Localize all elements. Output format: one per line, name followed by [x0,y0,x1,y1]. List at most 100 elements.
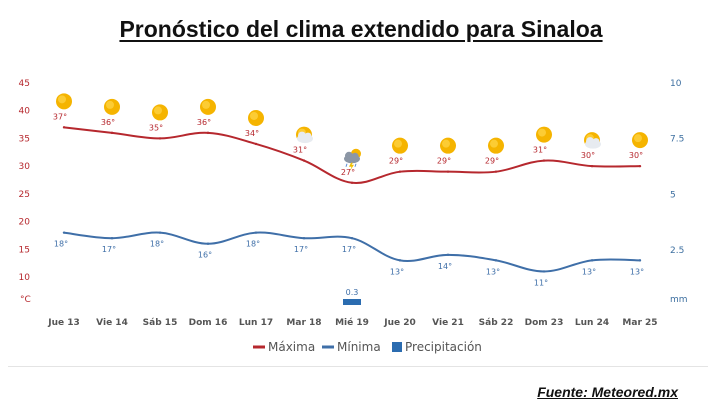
sun-icon [248,109,264,126]
maxima-point [446,170,450,173]
weather-icons [56,93,648,171]
maxima-label: 31° [533,146,547,155]
legend-label: Mínima [337,340,381,354]
y-left-tick: 30 [19,162,31,172]
maxima-label: 27° [341,168,355,177]
legend: Máxima Mínima Precipitación [253,340,482,354]
maxima-label: 30° [629,151,643,160]
sun-icon [56,93,72,110]
precipitation-bar [343,299,361,305]
data-labels: 37° 36° 35° 36° 34° 31° 27° 29° 29° 29° 31° 30° 30° 1… [53,112,644,297]
x-tick-label: Lun 17 [239,318,273,328]
sun-icon [488,137,504,154]
maxima-point [350,181,354,184]
minima-label: 18° [54,240,68,249]
minima-label: 13° [486,267,500,276]
legend-label: Máxima [268,340,315,354]
y-left-tick: 25 [19,190,30,200]
x-tick-label: Jue 20 [383,318,416,328]
minima-label: 11° [534,278,548,287]
y-left-tick: 40 [19,107,31,117]
sun-icon [200,98,216,115]
x-tick-label: Vie 14 [96,318,128,328]
sun-icon [392,137,408,154]
maxima-point [590,164,594,168]
x-tick-label: Mié 19 [335,317,369,328]
maxima-label: 29° [437,157,451,166]
x-tick-label: Vie 21 [432,318,464,328]
minima-point [302,237,306,240]
minima-label: 18° [150,240,164,249]
maxima-label: 36° [101,118,115,127]
maxima-label: 34° [245,129,259,138]
maxima-point [62,126,66,129]
maxima-label: 29° [389,157,403,166]
minima-point [110,237,114,240]
minima-label: 13° [630,267,644,276]
maxima-label: 37° [53,112,67,121]
maxima-point [206,131,210,135]
minima-label: 13° [582,267,596,276]
maxima-point [254,142,258,146]
x-tick-label: Mar 25 [622,318,657,328]
sun-icon [632,132,648,149]
partly-cloudy-icon [584,132,601,149]
separator [8,366,708,367]
maxima-point [494,170,498,173]
x-tick-label: Mar 18 [286,318,321,328]
minima-point [494,259,498,262]
minima-label: 14° [438,262,452,271]
maxima-label: 31° [293,146,307,155]
series-lines [62,126,642,305]
maxima-point [542,159,546,162]
x-tick-label: Sáb 22 [479,318,514,328]
minima-point [206,242,210,245]
left-axis: 45 40 35 30 25 20 15 10 °C [19,79,31,305]
x-tick-label: Sáb 15 [143,318,178,328]
y-left-tick: 20 [19,218,31,228]
y-left-unit: °C [20,295,31,305]
y-left-tick: 15 [19,245,30,255]
x-tick-label: Jue 13 [47,318,80,328]
legend-label: Precipitación [405,340,482,354]
y-right-tick: 5 [670,190,676,200]
precipitation-label: 0.3 [346,288,359,297]
maxima-label: 30° [581,151,595,160]
y-right-tick: 10 [670,79,682,89]
legend-item[interactable]: Precipitación [392,340,482,354]
sun-icon [152,104,168,121]
legend-item[interactable]: Mínima [322,340,381,354]
y-right-unit: mm [670,295,688,305]
x-tick-label: Dom 23 [525,318,564,328]
minima-label: 17° [102,245,116,254]
legend-item[interactable]: Máxima [253,340,315,354]
y-right-tick: 2.5 [670,246,684,256]
minima-point [350,237,354,240]
x-tick-label: Lun 24 [575,318,609,328]
y-left-tick: 45 [19,79,30,89]
storm-cloud-icon [344,148,361,171]
maxima-point [398,170,402,173]
minima-label: 17° [342,245,356,254]
maxima-point [158,137,162,140]
y-left-tick: 35 [19,134,30,144]
sun-icon [440,137,456,154]
minima-point [62,231,66,234]
minima-label: 16° [198,251,212,260]
minima-point [158,231,162,234]
minima-point [446,253,450,257]
minima-point [254,231,258,234]
minima-label: 13° [390,267,404,276]
minima-point [590,259,594,262]
maxima-label: 36° [197,118,211,127]
minima-point [542,270,546,273]
sun-icon [104,98,120,115]
right-axis: 10 7.5 5 2.5 mm [670,79,688,305]
y-right-tick: 7.5 [670,135,684,145]
partly-cloudy-icon [296,126,313,144]
maxima-point [110,131,114,135]
page-title: Pronóstico del clima extendido para Sina… [119,16,603,42]
minima-point [398,259,402,262]
maxima-point [302,159,306,162]
source-credit: Fuente: Meteored.mx [537,384,678,400]
